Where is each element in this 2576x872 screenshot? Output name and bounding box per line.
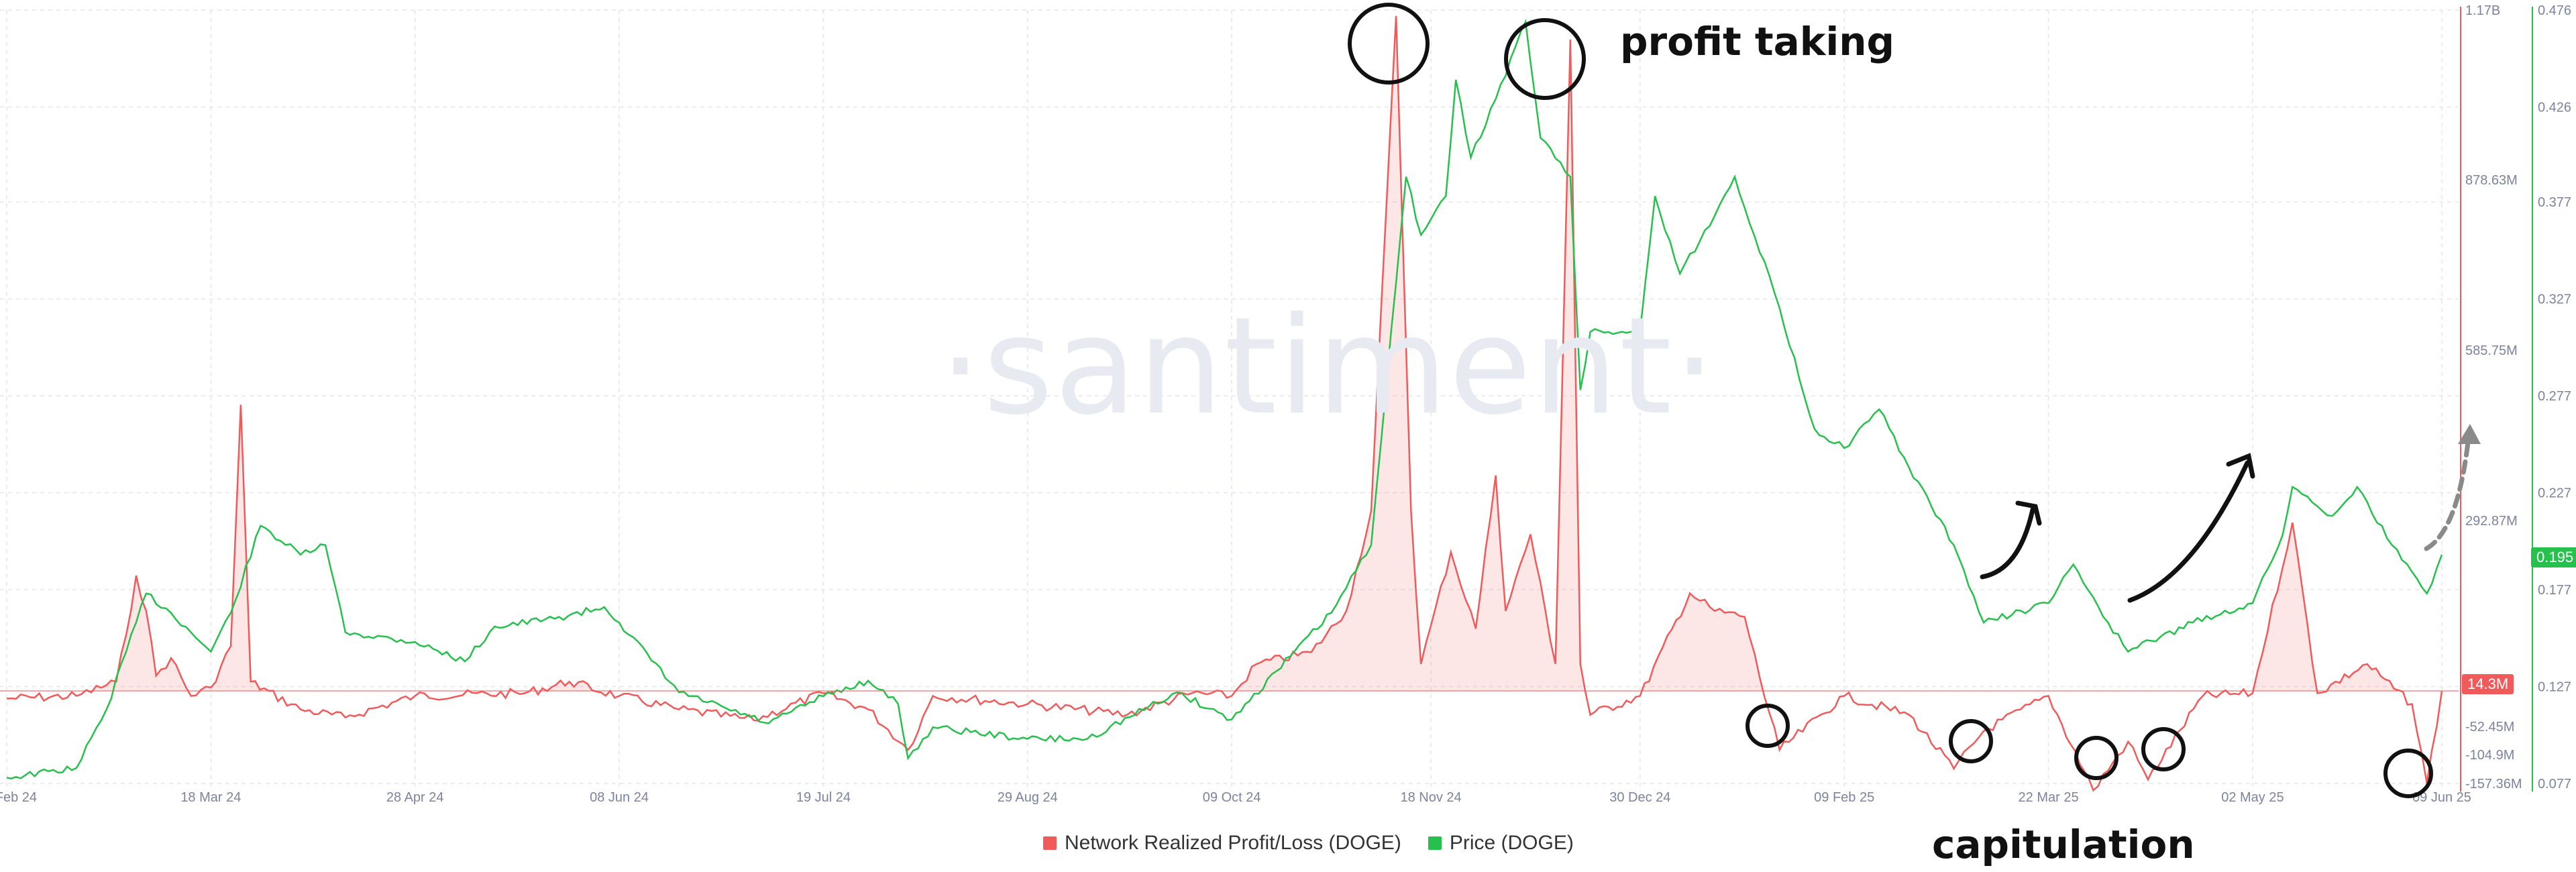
y-left-tick-label: 1.17B [2465, 3, 2500, 18]
annotation-circle [2383, 749, 2433, 798]
arrow-up-1-head [2015, 500, 2042, 526]
legend-label-pnl: Network Realized Profit/Loss (DOGE) [1065, 832, 1401, 854]
legend-label-price: Price (DOGE) [1449, 832, 1574, 854]
y-right-tick-label: 0.177 [2538, 583, 2571, 598]
y-left-tick-label: 585.75M [2465, 343, 2518, 358]
price-series [6, 18, 2443, 779]
annotation-circle [1949, 719, 1993, 763]
y-left-tick-label: 878.63M [2465, 173, 2518, 188]
legend-swatch-price [1428, 836, 1442, 850]
y-right-tick-label: 0.327 [2538, 292, 2571, 307]
x-tick-label: 19 Jul 24 [796, 790, 851, 805]
arrow-up-2-head [2226, 453, 2255, 479]
grid [0, 9, 2459, 792]
y-left-tick-label: 292.87M [2465, 514, 2518, 529]
x-tick-label: 18 Mar 24 [180, 790, 241, 805]
legend-item-price[interactable]: Price (DOGE) [1428, 832, 1574, 855]
y-right-tick-label: 0.127 [2538, 680, 2571, 695]
x-tick-label: 08 Jun 24 [590, 790, 649, 805]
x-tick-label: 02 May 25 [2221, 790, 2284, 805]
x-tick-label: 09 Feb 25 [1814, 790, 1874, 805]
annotation-profit-taking: profit taking [1620, 19, 1895, 64]
annotation-circle [1746, 704, 1790, 748]
legend: Network Realized Profit/Loss (DOGE) Pric… [1043, 832, 1574, 855]
y-right-tick-label: 0.476 [2538, 3, 2571, 18]
x-tick-label: 28 Apr 24 [386, 790, 444, 805]
annotation-marks [1348, 3, 2481, 798]
y-right-tick-label: 0.077 [2538, 777, 2571, 792]
annotation-circle [1348, 3, 1430, 85]
y-right-tick-label: 0.377 [2538, 195, 2571, 210]
y-right-tick-label: 0.227 [2538, 486, 2571, 501]
arrow-up-2 [2127, 460, 2250, 603]
price-current-badge: 0.195 [2531, 547, 2576, 567]
x-tick-label: 29 Aug 24 [998, 790, 1058, 805]
arrow-dashed-forecast-head [2458, 424, 2481, 444]
annotation-circle [2141, 727, 2186, 771]
x-tick-label: 09 Oct 24 [1203, 790, 1261, 805]
arrow-dashed-forecast [2424, 433, 2471, 551]
legend-swatch-pnl [1043, 836, 1057, 850]
x-tick-label: 09 Jun 25 [2412, 790, 2471, 805]
x-tick-label: 30 Dec 24 [1609, 790, 1670, 805]
y-left-tick-label: -104.9M [2465, 748, 2514, 763]
axes: 06 Feb 24 18 Mar 24 28 Apr 24 08 Jun 24 19 J… [0, 3, 2571, 805]
pnl-current-badge: 14.3M [2462, 674, 2514, 694]
y-right-tick-label: 0.426 [2538, 100, 2571, 115]
legend-item-pnl[interactable]: Network Realized Profit/Loss (DOGE) [1043, 832, 1401, 855]
annotation-circle [1504, 18, 1586, 100]
price-line [6, 18, 2443, 779]
x-tick-label: 22 Mar 25 [2019, 790, 2079, 805]
y-right-tick-label: 0.277 [2538, 389, 2571, 404]
watermark: ·santiment· [939, 288, 1717, 445]
y-left-tick-label: -52.45M [2465, 720, 2514, 734]
y-left-tick-label: -157.36M [2465, 777, 2522, 792]
annotation-circle [2074, 736, 2118, 780]
x-tick-label: 18 Nov 24 [1400, 790, 1461, 805]
x-tick-label: 06 Feb 24 [0, 790, 37, 805]
annotation-capitulation: capitulation [1932, 822, 2195, 867]
arrow-up-1 [1980, 507, 2035, 580]
